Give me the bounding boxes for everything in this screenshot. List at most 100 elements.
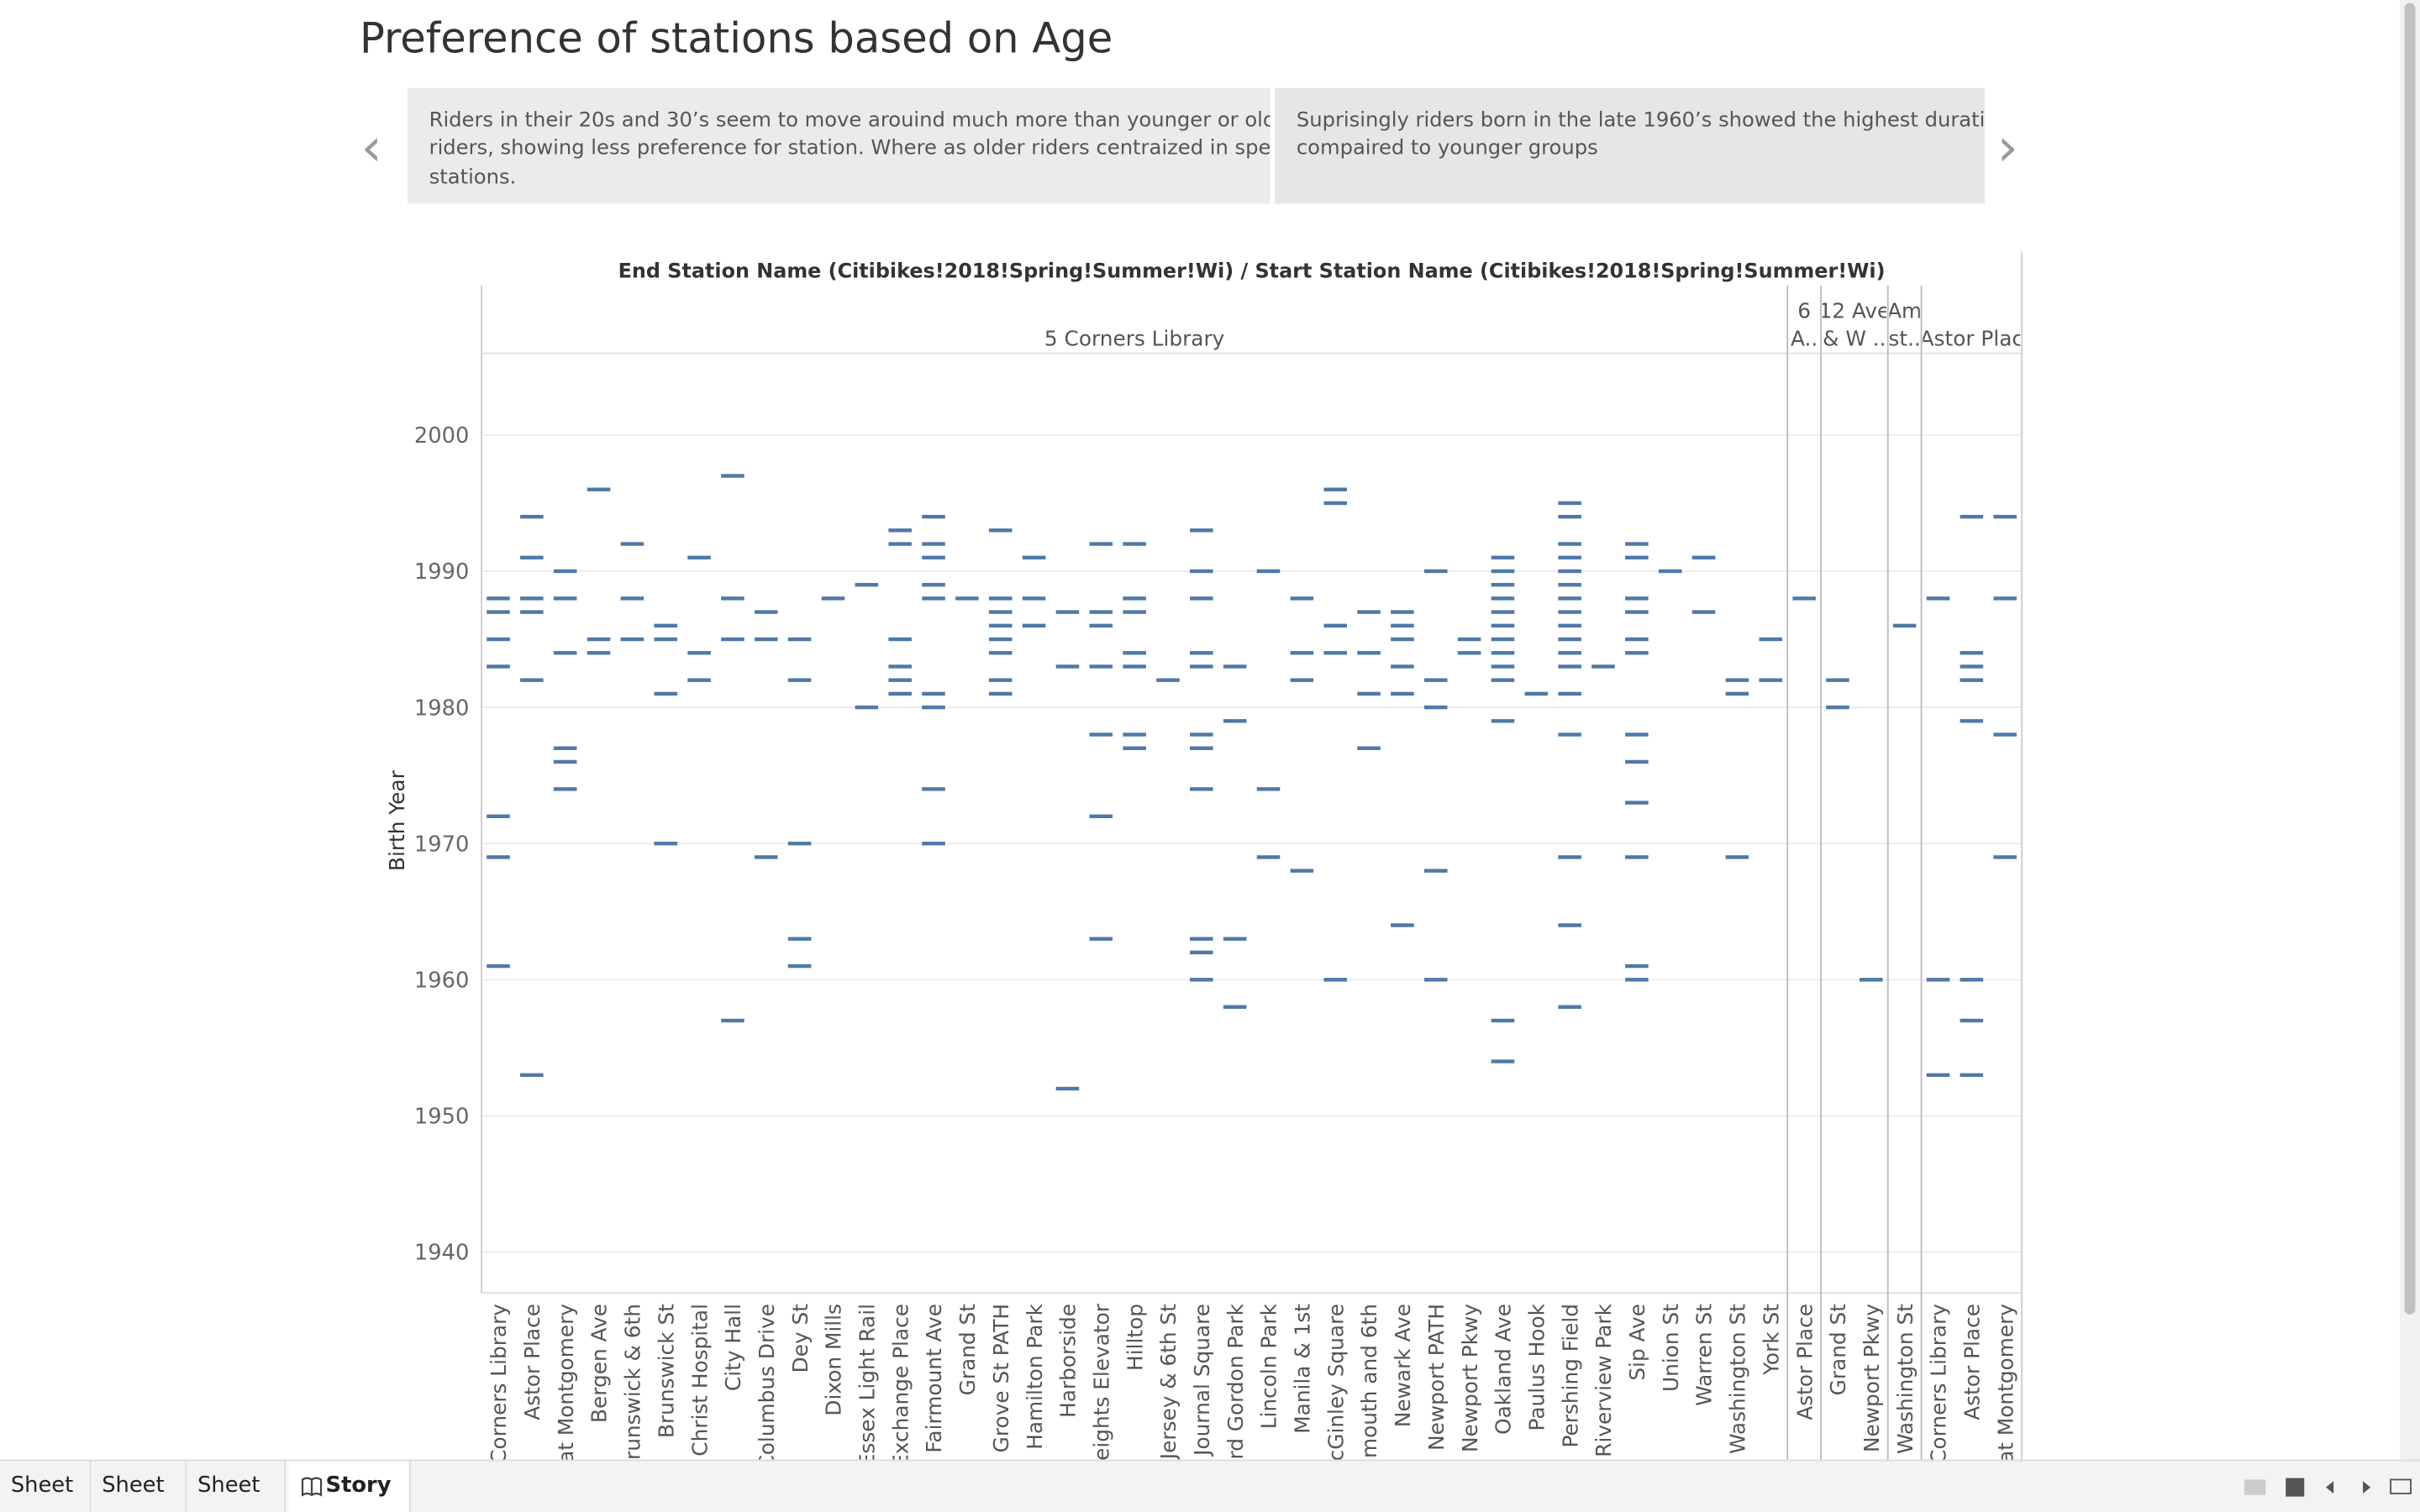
dash-mark: [1156, 678, 1180, 682]
sheet-tab[interactable]: Sheet 3: [187, 1461, 286, 1512]
dash-mark: [553, 746, 577, 750]
dash-mark: [1725, 855, 1749, 859]
dash-mark: [1993, 732, 2017, 737]
dash-mark: [1759, 678, 1783, 682]
dash-mark: [587, 651, 611, 655]
dash-mark: [654, 691, 678, 696]
dash-mark: [755, 855, 778, 859]
dash-mark: [1625, 963, 1649, 969]
dash-mark: [1190, 937, 1213, 941]
dash-mark: [1491, 623, 1515, 628]
scroll-thumb[interactable]: [2404, 3, 2416, 1315]
column-header: End Station Name (Citibikes!2018!Spring!…: [618, 260, 1886, 283]
sheet-tab[interactable]: Sheet 1: [0, 1461, 92, 1512]
x-tick-label: Harborside: [1056, 1304, 1081, 1418]
dash-mark: [1223, 719, 1247, 723]
dash-mark: [1391, 623, 1414, 628]
x-tick-label: Newport PATH: [1424, 1304, 1449, 1451]
dash-mark: [1558, 855, 1581, 859]
view-controls[interactable]: [2244, 1477, 2414, 1499]
dash-mark: [1123, 664, 1146, 669]
dash-mark: [1089, 664, 1113, 669]
sheet-tab[interactable]: Sheet 2: [91, 1461, 187, 1512]
x-tick-label: McGinley Square: [1323, 1304, 1348, 1460]
dash-mark: [1357, 610, 1381, 614]
dash-mark: [1960, 1018, 1984, 1023]
dash-mark: [922, 555, 945, 559]
dash-mark: [1558, 596, 1581, 601]
dash-mark: [1391, 664, 1414, 669]
story-tab[interactable]: Story 1: [288, 1461, 411, 1512]
dash-mark: [1491, 1018, 1515, 1023]
x-tick-label: Sip Ave: [1625, 1304, 1649, 1381]
dash-mark: [888, 528, 912, 533]
dash-mark: [1625, 732, 1649, 737]
pane-label: A..: [1791, 326, 1818, 350]
caption-line: Suprisingly riders born in the late 1960…: [1296, 109, 1986, 133]
x-tick-label: Newport Pkwy: [1458, 1304, 1482, 1452]
dash-mark: [1022, 555, 1046, 559]
next-arrow[interactable]: ›: [1996, 117, 2018, 180]
dash-mark: [1625, 610, 1649, 614]
caption-line: compaired to younger groups: [1296, 138, 1598, 161]
dash-mark: [821, 596, 845, 601]
dash-mark: [1323, 978, 1347, 982]
dash-mark: [1792, 596, 1816, 601]
dash-mark: [1357, 746, 1381, 750]
dash-mark: [520, 596, 544, 601]
dash-mark: [787, 842, 812, 846]
dash-mark: [1123, 746, 1146, 750]
dash-mark: [1558, 1005, 1581, 1009]
dash-mark: [687, 678, 711, 682]
pane-header: 6 A..: [1791, 298, 1818, 350]
dash-mark: [1625, 651, 1649, 655]
tab-bar: Sheet 1 Sheet 2 Sheet 3 Story 1: [0, 1459, 2420, 1512]
dash-mark: [1960, 1073, 1984, 1078]
dash-mark: [988, 651, 1013, 655]
dash-mark: [888, 637, 912, 642]
dash-mark: [620, 637, 644, 642]
dash-mark: [1725, 691, 1749, 696]
dash-mark: [520, 678, 544, 682]
dash-mark: [1960, 514, 1984, 519]
dash-mark: [1993, 596, 2017, 601]
y-tick-label: 1980: [414, 696, 469, 721]
scrollbar[interactable]: [2400, 0, 2420, 1460]
dash-mark: [553, 569, 577, 574]
y-tick-label: 1990: [414, 559, 469, 585]
dash-mark: [855, 582, 879, 587]
story-icon: [301, 1477, 323, 1497]
prev-arrow[interactable]: ‹: [360, 117, 382, 180]
dash-mark: [1423, 678, 1448, 682]
dash-mark: [553, 651, 577, 655]
dash-mark: [787, 678, 812, 682]
dash-mark: [1558, 542, 1581, 546]
dash-mark: [1457, 651, 1481, 655]
story-point[interactable]: Riders in their 20s and 30’s seem to mov…: [407, 87, 1270, 204]
dash-mark: [1123, 610, 1146, 614]
dash-mark: [1558, 923, 1581, 927]
dash-mark: [1558, 651, 1581, 655]
dash-mark: [1960, 719, 1984, 723]
x-tick-label: Journal Square: [1190, 1304, 1214, 1457]
dash-mark: [1256, 855, 1281, 859]
dash-mark: [1357, 691, 1381, 696]
story-point[interactable]: Suprisingly riders born in the late 1960…: [1275, 87, 1986, 204]
x-tick-label: Bergen Ave: [587, 1304, 612, 1423]
x-tick-label: nat Montgomery: [1993, 1304, 2018, 1460]
dash-mark: [487, 855, 510, 859]
dash-mark: [487, 610, 510, 614]
caption-line: stations.: [429, 165, 517, 190]
dash-mark: [988, 596, 1013, 601]
dash-mark: [587, 637, 611, 642]
dash-mark: [1625, 555, 1649, 559]
dash-mark: [1591, 664, 1615, 669]
dash-mark: [1826, 678, 1849, 682]
dash-mark: [587, 487, 611, 491]
dash-mark: [487, 963, 510, 969]
dash-mark: [1190, 787, 1213, 791]
dash-mark: [1926, 1073, 1950, 1078]
dash-mark: [654, 623, 678, 628]
dash-mark: [1960, 678, 1984, 682]
dash-mark: [1391, 691, 1414, 696]
